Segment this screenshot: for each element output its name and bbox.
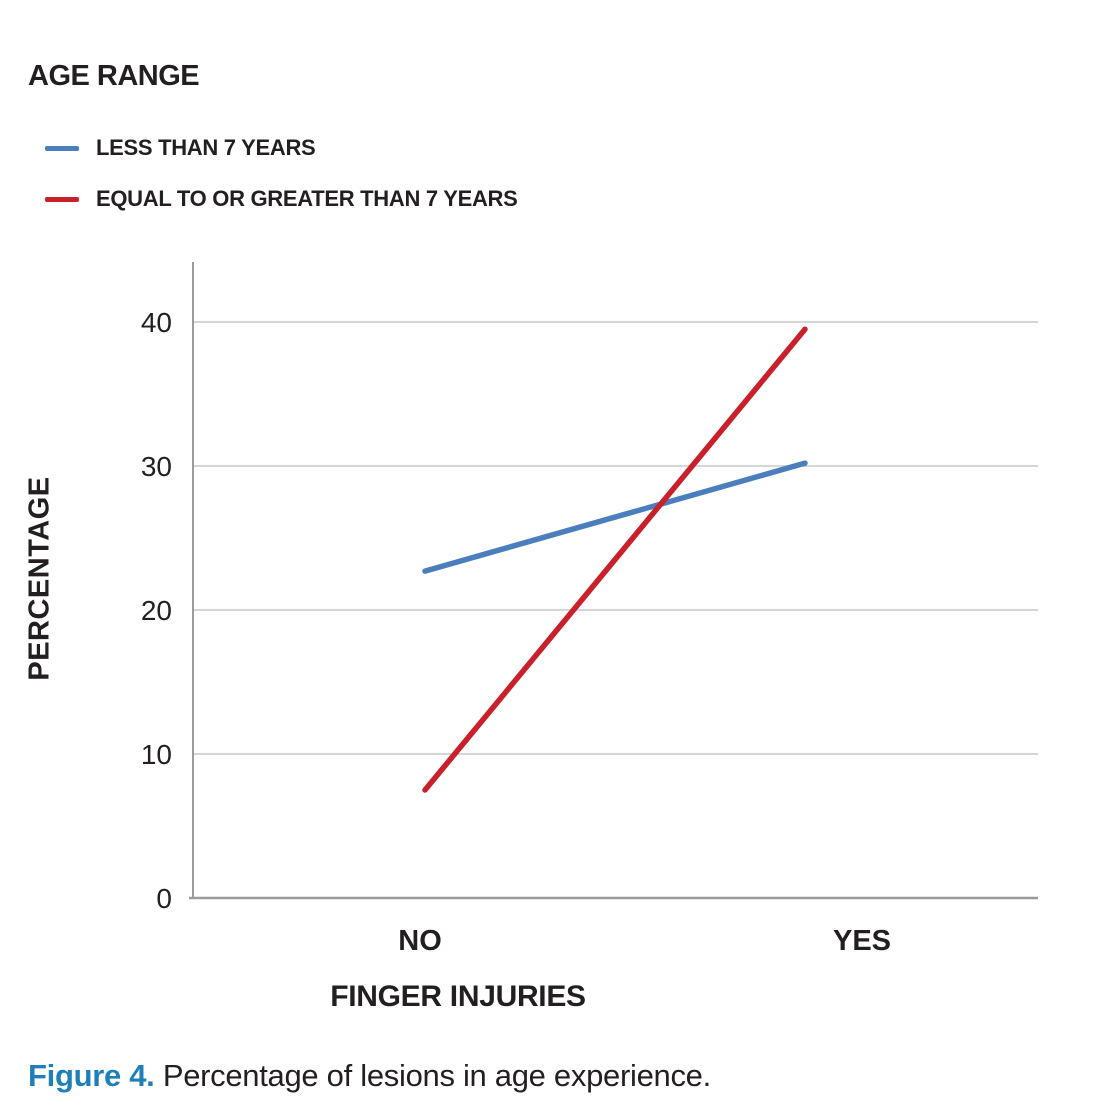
y-tick-label: 20 (141, 595, 172, 626)
y-tick-label: 30 (141, 451, 172, 482)
series-line (422, 460, 808, 574)
legend-item-label: LESS THAN 7 YEARS (96, 135, 316, 160)
figure-label: Figure 4. (28, 1058, 155, 1093)
y-tick-label: 10 (141, 739, 172, 770)
blue-line-swatch-icon (45, 145, 79, 151)
x-category-label: NO (398, 925, 442, 957)
y-tick-label: 40 (141, 307, 172, 338)
legend-title: AGE RANGE (28, 60, 200, 92)
legend-item-label: EQUAL TO OR GREATER THAN 7 YEARS (96, 186, 518, 211)
caption-text: Percentage of lesions in age experience. (154, 1058, 711, 1093)
series-line (422, 326, 808, 793)
legend: LESS THAN 7 YEARS EQUAL TO OR GREATER TH… (45, 133, 518, 235)
caption: Figure 4. Percentage of lesions in age e… (28, 1058, 1078, 1094)
x-axis-title: FINGER INJURIES (330, 980, 586, 1013)
legend-item: EQUAL TO OR GREATER THAN 7 YEARS (45, 184, 518, 214)
red-line-swatch-icon (45, 196, 79, 202)
x-category-label: YES (833, 925, 891, 957)
legend-item: LESS THAN 7 YEARS (45, 133, 518, 163)
y-tick-label: 0 (156, 883, 172, 914)
